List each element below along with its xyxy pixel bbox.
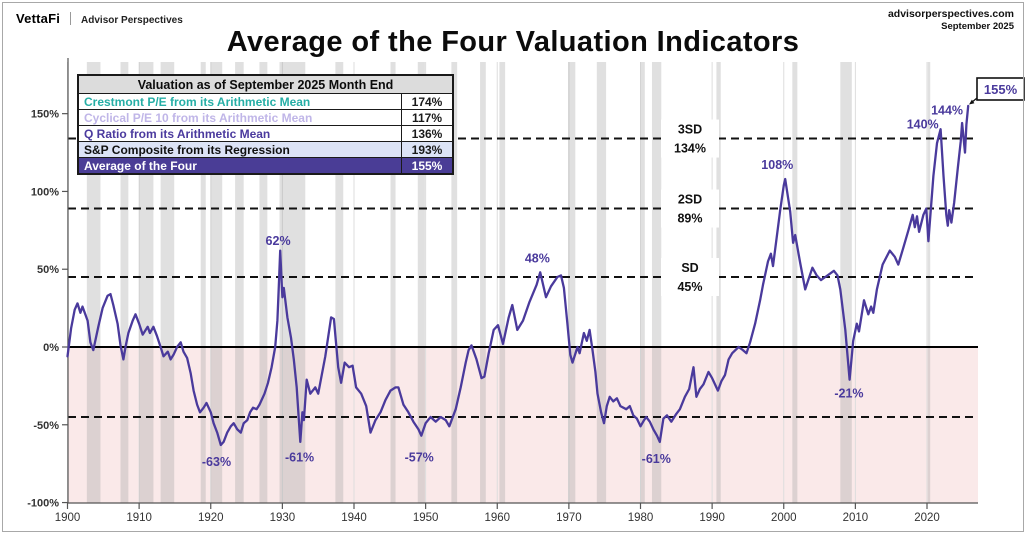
legend-table-body: Crestmont P/E from its Arithmetic Mean 17…: [77, 93, 454, 175]
chart-element: [661, 189, 719, 228]
header-bar: VettaFi Advisor Perspectives: [16, 11, 183, 26]
sd-label-name: 3SD: [678, 123, 702, 137]
x-tick-label: 2020: [914, 512, 940, 524]
source-block: advisorperspectives.com September 2025: [888, 8, 1014, 33]
callout-value: 155%: [984, 82, 1018, 97]
data-label: -63%: [202, 455, 231, 469]
report-date: September 2025: [941, 21, 1014, 33]
data-label: -21%: [834, 387, 863, 401]
x-tick-label: 2000: [771, 512, 797, 524]
chart-element: [661, 257, 719, 296]
legend-row: Crestmont P/E from its Arithmetic Mean 17…: [77, 93, 454, 110]
data-label: 62%: [266, 234, 291, 248]
page-title: Average of the Four Valuation Indicators: [226, 26, 800, 58]
sd-labels: 3SD 134% 2SD 89% SD 45%: [661, 119, 719, 296]
chart-element: [651, 62, 662, 503]
x-tick-label: 1900: [55, 512, 81, 524]
legend-row-value: 193%: [401, 141, 454, 158]
y-tick-label: 50%: [37, 264, 59, 276]
y-tick-label: -50%: [33, 420, 59, 432]
legend-row-value: 155%: [401, 157, 454, 175]
chart-element: [120, 62, 129, 503]
data-label: -57%: [405, 450, 434, 464]
brand-divider: [70, 12, 72, 25]
x-tick-label: 1980: [628, 512, 654, 524]
legend-row-label: Average of the Four: [77, 157, 402, 175]
data-label: 140%: [907, 118, 939, 132]
legend-row-value: 136%: [401, 125, 454, 142]
chart-element: [335, 62, 344, 503]
sd-label-value: 89%: [677, 212, 702, 226]
x-tick-label: 1950: [413, 512, 439, 524]
callout-arrow-line: [972, 97, 978, 103]
sd-label-value: 45%: [677, 280, 702, 294]
data-label: -61%: [285, 450, 314, 464]
chart-element: [499, 62, 506, 503]
chart-element: [417, 62, 425, 503]
data-label: 144%: [931, 104, 963, 118]
chart-element: [568, 62, 576, 503]
x-tick-label: 1930: [270, 512, 296, 524]
y-tick-label: -100%: [27, 498, 59, 510]
x-tick-label: 1990: [699, 512, 725, 524]
legend-row: Cyclical P/E 10 from its Arithmetic Mean…: [77, 109, 454, 126]
data-labels: 62% -63% -61% -57% 48% -61% 108% -21% 140%144%: [202, 104, 963, 470]
callout: 155%: [969, 77, 1025, 105]
legend-row-value: 174%: [401, 93, 454, 110]
chart-element: [390, 62, 396, 503]
chart-element: [640, 62, 645, 503]
chart-element: [200, 62, 206, 503]
x-tick-label: 1960: [484, 512, 510, 524]
axes: 150% 100% 50% 0% -50% -100% 1900 1910 1920 1930 19…: [27, 58, 978, 524]
legend-table-head: Valuation as of September 2025 Month End: [77, 74, 454, 94]
callout-box: [976, 77, 1025, 101]
legend-row-label: Crestmont P/E from its Arithmetic Mean: [77, 93, 402, 110]
below-zero-region: [68, 347, 978, 503]
chart-element: [210, 62, 223, 503]
series-average-of-four: [66, 104, 970, 447]
chart-element: [840, 62, 852, 503]
sd-label-value: 134%: [674, 142, 706, 156]
sd-label-name: SD: [681, 261, 698, 275]
x-tick-label: 1910: [126, 512, 152, 524]
sd-label-name: 2SD: [678, 193, 702, 207]
legend-row: S&P Composite from its Regression 193%: [77, 141, 454, 158]
legend-row-label: S&P Composite from its Regression: [77, 141, 402, 158]
chart-element: [259, 62, 268, 503]
legend-row: Q Ratio from its Arithmetic Mean 136%: [77, 125, 454, 142]
chart-element: [596, 62, 607, 503]
x-tick-label: 1940: [341, 512, 367, 524]
chart-element: [480, 62, 486, 503]
x-tick-label: 1920: [198, 512, 224, 524]
chart-element: [927, 62, 931, 503]
legend-title-row: Valuation as of September 2025 Month End: [77, 74, 454, 94]
chart-element: [235, 62, 244, 503]
legend-title: Valuation as of September 2025 Month End: [77, 74, 454, 94]
chart-element: [451, 62, 458, 503]
site-url: advisorperspectives.com: [887, 8, 1014, 20]
x-tick-label: 2010: [843, 512, 869, 524]
data-label: 108%: [761, 158, 793, 172]
y-tick-label: 150%: [31, 109, 59, 121]
brand-subtitle: Advisor Perspectives: [81, 15, 183, 26]
callout-arrow-head: [969, 99, 975, 105]
y-tick-label: 0%: [43, 342, 59, 354]
chart-element: [661, 119, 719, 158]
legend-row: Average of the Four 155%: [77, 157, 454, 175]
data-label: -61%: [642, 452, 671, 466]
brand-logo: VettaFi: [16, 11, 61, 26]
legend-row-value: 117%: [401, 109, 454, 126]
y-tick-label: 100%: [31, 186, 59, 198]
x-tick-label: 1970: [556, 512, 582, 524]
chart-element: [792, 62, 798, 503]
legend-row-label: Cyclical P/E 10 from its Arithmetic Mean: [77, 109, 402, 126]
legend-row-label: Q Ratio from its Arithmetic Mean: [77, 125, 402, 142]
legend-table: Valuation as of September 2025 Month End…: [77, 74, 454, 175]
data-label: 48%: [525, 251, 550, 265]
